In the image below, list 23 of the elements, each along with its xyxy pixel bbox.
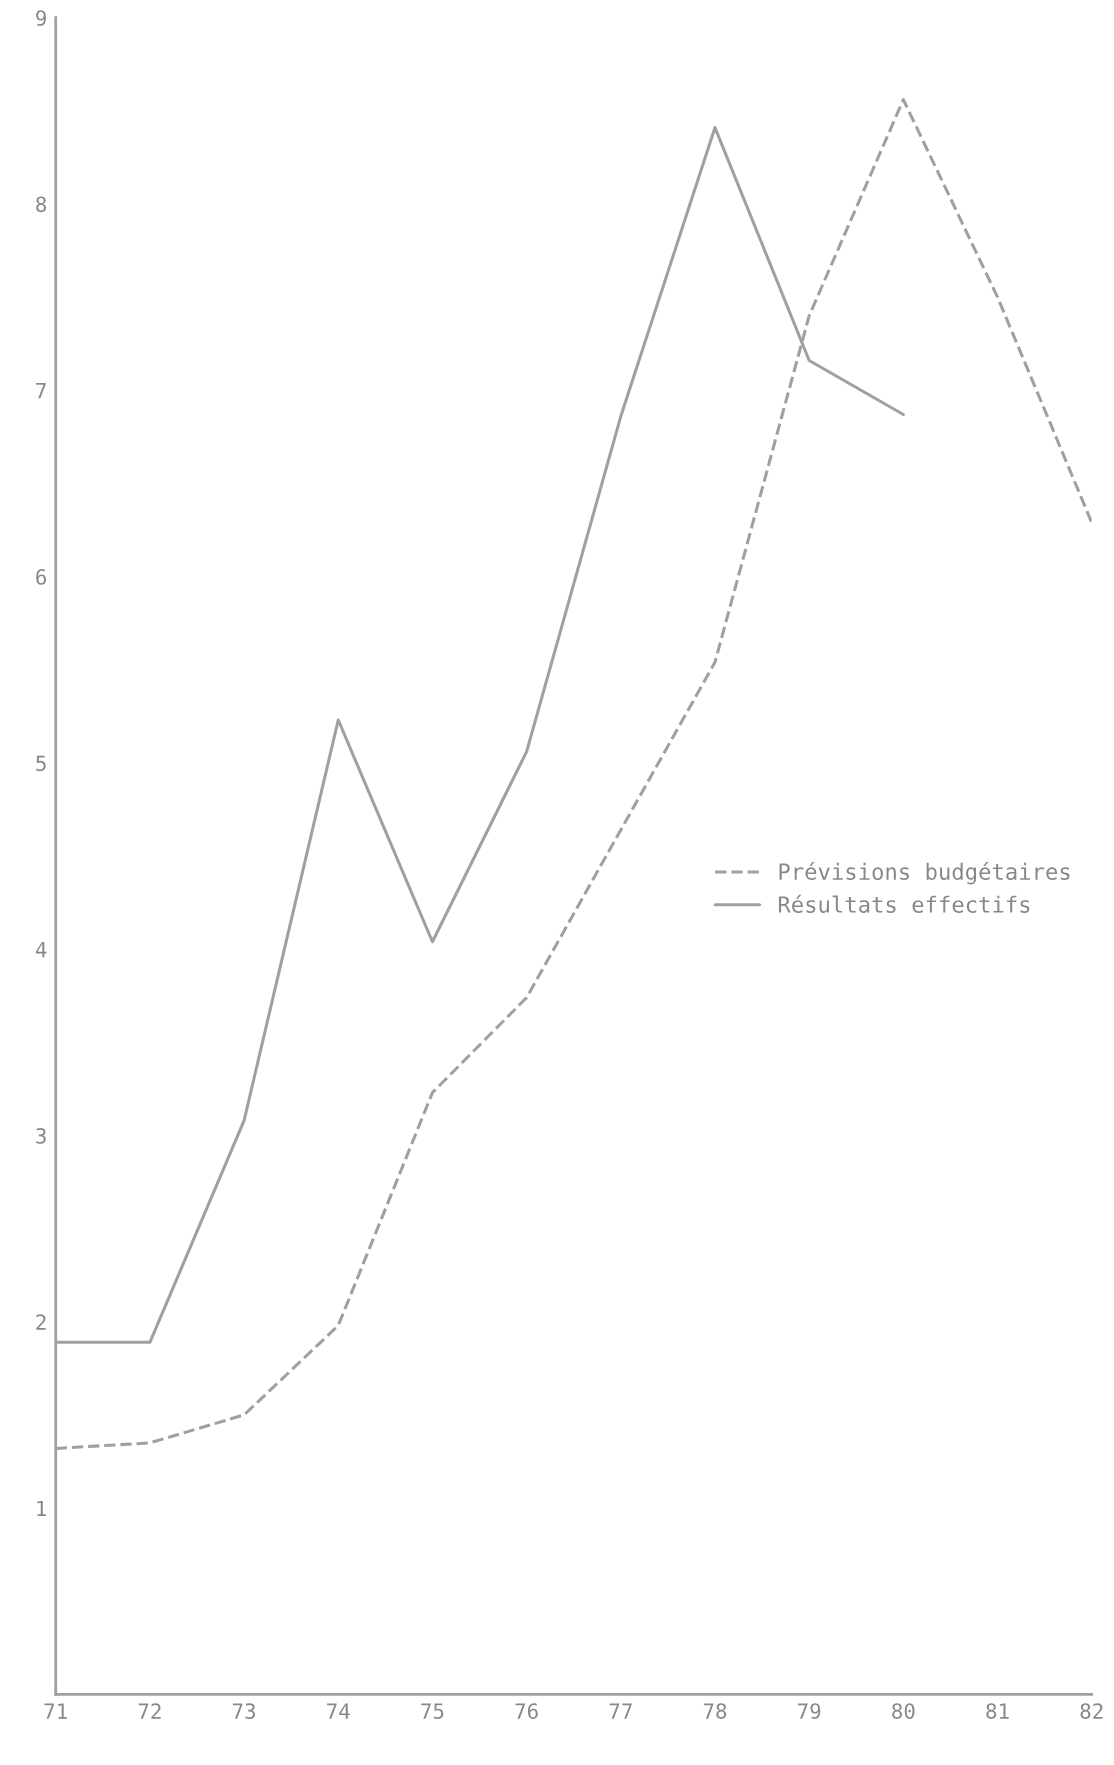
x-tick-label: 78 — [703, 1703, 727, 1719]
y-tick-label: 5 — [36, 755, 46, 772]
x-tick-label: 72 — [138, 1703, 161, 1719]
x-tick-label: 80 — [892, 1703, 915, 1719]
x-tick-label: 75 — [421, 1703, 444, 1719]
x-tick-label: 73 — [232, 1703, 256, 1719]
y-tick-label: 7 — [36, 383, 46, 399]
x-tick-label: 74 — [327, 1703, 350, 1719]
x-tick-label: 77 — [609, 1703, 632, 1719]
y-tick-label: 1 — [37, 1500, 46, 1517]
legend-label: Prévisions budgétaires — [779, 861, 1070, 885]
y-tick-label: 6 — [36, 569, 47, 585]
y-tick-label: 2 — [36, 1314, 46, 1330]
x-tick-label: 81 — [986, 1703, 1009, 1719]
y-tick-label: 8 — [36, 196, 47, 213]
x-tick-label: 79 — [798, 1703, 821, 1719]
x-tick-label: 76 — [515, 1703, 538, 1719]
y-tick-label: 9 — [36, 10, 46, 26]
y-tick-label: 4 — [35, 941, 47, 958]
y-tick-label: 3 — [36, 1127, 46, 1144]
x-tick-label: 71 — [44, 1703, 67, 1719]
x-tick-label: 82 — [1080, 1703, 1103, 1719]
legend-label: Résultats effectifs — [778, 894, 1030, 913]
